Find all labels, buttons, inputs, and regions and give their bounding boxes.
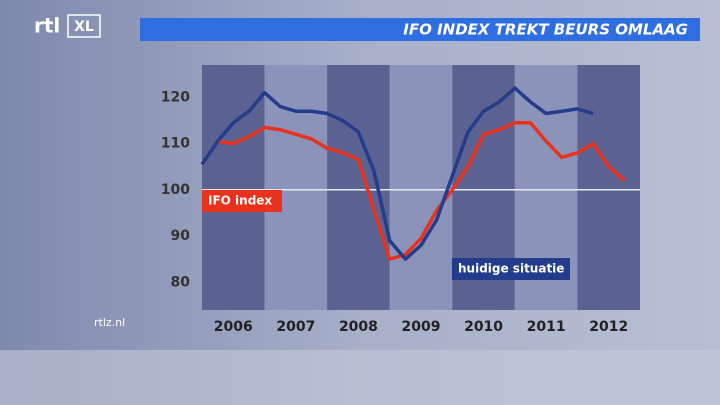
title-bar [140,18,700,41]
y-tick-label: 120 [161,89,190,105]
plot: 2006 2007 2008 2009 2010 2011 2012 80 90 100 110 12… [161,65,640,335]
legend-box [452,258,570,280]
x-tick-label: 2008 [339,319,378,335]
website: rtlz.nl [94,316,125,329]
bottom-strip [0,350,720,405]
x-tick-label: 2007 [276,319,315,335]
series-line [200,121,626,261]
x-tick-label: 2011 [527,319,566,335]
logo-box [67,14,101,38]
x-tick-label: 2009 [402,319,441,335]
y-tick-label: 110 [161,136,190,152]
y-tick-label: 80 [171,274,191,290]
x-tick-label: 2006 [214,319,253,335]
year-band [577,65,640,310]
title: IFO INDEX TREKT BEURS OMLAAG [403,21,688,39]
y-tick-label: 100 [161,182,190,198]
series-line [200,86,594,261]
year-band [327,65,390,310]
logo-suffix: XL [74,19,94,35]
legend-label: IFO index [208,194,272,208]
year-band [389,65,453,310]
x-tick-label: 2012 [589,319,628,335]
y-tick-label: 90 [171,228,191,244]
logo: rtl [34,14,60,38]
x-tick-label: 2010 [464,319,503,335]
legend-box [202,190,282,212]
year-band [264,65,328,310]
legend-label: huidige situatie [458,262,564,276]
